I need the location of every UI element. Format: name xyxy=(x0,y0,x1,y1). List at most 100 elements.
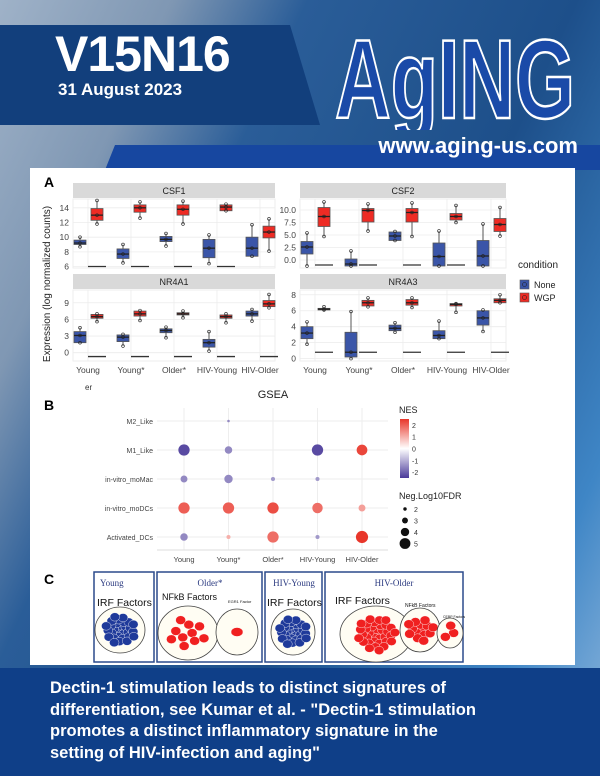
legend-key-none xyxy=(519,279,530,290)
none-point xyxy=(481,316,485,320)
panel-label-b: B xyxy=(44,397,54,413)
cluster-label: NFkB Factors xyxy=(162,592,218,602)
wgp-point xyxy=(224,321,228,325)
none-point xyxy=(207,329,211,334)
factor-node xyxy=(440,632,451,642)
wgp-point xyxy=(181,316,185,320)
wgp-box xyxy=(176,204,190,216)
factor-node xyxy=(230,627,244,637)
wgp-point xyxy=(366,229,370,233)
none-point xyxy=(305,245,309,249)
wgp-box xyxy=(90,208,104,221)
y-tick-label: 0 xyxy=(291,354,296,364)
wgp-point xyxy=(322,200,326,204)
wgp-point xyxy=(267,230,271,234)
legend-label: None xyxy=(534,280,556,290)
x-tick-label: HIV-Older xyxy=(472,365,509,375)
size-legend-label: 5 xyxy=(414,542,418,549)
gsea-dot xyxy=(315,476,320,482)
gsea-dot xyxy=(224,474,233,484)
wgp-point xyxy=(95,312,99,316)
factor-node xyxy=(175,615,186,625)
y-tick-label: 7.5 xyxy=(284,218,296,228)
none-point xyxy=(349,350,353,354)
size-legend-dot xyxy=(400,527,410,537)
factor-node xyxy=(380,615,391,625)
nes-colorbar xyxy=(400,419,409,478)
nes-tick-label: -2 xyxy=(412,470,418,477)
y-tick-label: 6 xyxy=(64,262,69,272)
size-legend-label: 4 xyxy=(414,530,418,537)
size-legend-title: Neg.Log10FDR xyxy=(399,491,462,501)
factor-node xyxy=(418,636,429,646)
x-tick-label: Older* xyxy=(262,555,283,564)
y-tick-label: 4 xyxy=(291,322,296,332)
caption-line: setting of HIV-infection and aging" xyxy=(50,743,320,762)
legend-key-wgp xyxy=(519,292,530,303)
factor-node xyxy=(404,629,415,639)
none-point xyxy=(393,330,397,334)
wgp-point xyxy=(181,199,185,203)
none-point xyxy=(437,264,441,268)
caption-line: promotes a distinct inflammatory signatu… xyxy=(50,722,438,740)
wgp-point xyxy=(366,208,370,213)
none-point xyxy=(164,237,168,242)
none-point xyxy=(481,254,485,258)
none-box xyxy=(476,240,490,267)
gsea-dot xyxy=(356,444,368,456)
wgp-point xyxy=(95,319,99,324)
cluster-label: EGR1 Factor xyxy=(228,599,252,604)
wgp-point xyxy=(410,305,414,310)
cluster-label: IRF Factors xyxy=(267,597,322,609)
wgp-point xyxy=(454,310,458,315)
factor-node xyxy=(101,621,112,631)
none-point xyxy=(164,244,168,248)
facet-title: CSF1 xyxy=(162,186,185,196)
y-tick-label: 10.0 xyxy=(279,205,296,215)
y-tick-label: 8 xyxy=(64,247,69,257)
none-point xyxy=(78,235,82,239)
none-point xyxy=(207,340,211,345)
none-point xyxy=(250,222,254,227)
wgp-box xyxy=(133,204,147,213)
none-point xyxy=(349,356,353,361)
wgp-point xyxy=(322,214,326,219)
wgp-point xyxy=(138,312,142,316)
x-tick-label: Young* xyxy=(217,555,241,564)
none-point xyxy=(164,231,168,236)
wgp-point xyxy=(267,217,271,221)
factor-node xyxy=(274,623,285,633)
nes-tick-label: -1 xyxy=(412,458,418,465)
gsea-dot xyxy=(224,446,233,454)
y-tick-label: 0 xyxy=(64,348,69,358)
size-legend-label: 3 xyxy=(414,519,418,526)
website-url[interactable]: www.aging-us.com xyxy=(378,133,578,158)
wgp-point xyxy=(410,301,414,305)
y-tick-label: 6 xyxy=(64,314,69,324)
wgp-point xyxy=(366,301,370,305)
factor-node xyxy=(194,621,205,631)
size-legend-dot xyxy=(399,538,411,549)
none-point xyxy=(207,233,211,237)
wgp-point xyxy=(138,206,142,210)
none-point xyxy=(481,308,485,312)
wgp-point xyxy=(138,200,142,204)
factor-node xyxy=(178,641,190,651)
none-point xyxy=(207,261,211,266)
size-legend-dot xyxy=(402,517,408,524)
gsea-dot xyxy=(267,531,279,543)
wgp-point xyxy=(366,296,370,300)
wgp-point xyxy=(138,318,142,323)
x-tick-label: HIV-Older xyxy=(346,555,379,564)
svg-text:AgING: AgING xyxy=(335,20,575,130)
factor-node xyxy=(364,643,375,653)
x-tick-label: HIV-Young xyxy=(197,365,238,375)
none-point xyxy=(349,262,353,266)
factor-node xyxy=(356,619,367,629)
factor-node xyxy=(300,622,311,632)
none-point xyxy=(78,333,82,338)
none-box xyxy=(344,331,358,358)
none-box xyxy=(432,330,446,340)
wgp-box xyxy=(405,208,419,223)
cluster-label: IRF Factors xyxy=(97,597,152,609)
